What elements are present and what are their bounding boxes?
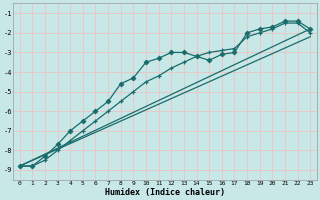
X-axis label: Humidex (Indice chaleur): Humidex (Indice chaleur) — [105, 188, 225, 197]
